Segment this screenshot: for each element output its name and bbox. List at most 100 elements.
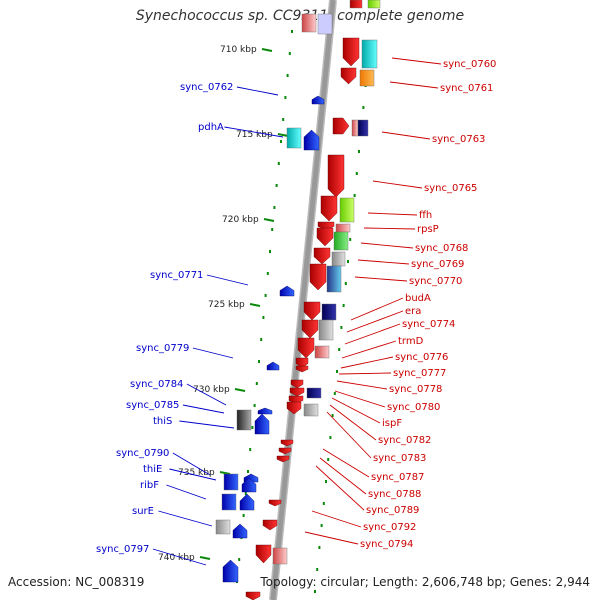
- gene-label-sync_0780: sync_0780: [387, 402, 440, 413]
- label-leader-line: [331, 397, 381, 424]
- gene-label-pdhA: pdhA: [198, 122, 224, 133]
- kbp-tick: [263, 218, 275, 222]
- gene-label-ribF: ribF: [140, 480, 159, 491]
- gene-box: [318, 319, 334, 341]
- gene-box: [314, 345, 330, 359]
- gene-label-thiS: thiS: [153, 416, 172, 427]
- label-leader-line: [363, 227, 416, 230]
- label-leader-line: [182, 404, 225, 414]
- gene-label-sync_0771: sync_0771: [150, 270, 203, 281]
- label-leader-line: [367, 212, 418, 216]
- label-leader-line: [354, 276, 408, 282]
- label-leader-line: [389, 81, 439, 89]
- kbp-tick: [249, 303, 261, 307]
- gene-arrow-forward: [276, 455, 290, 463]
- gene-label-sync_0776: sync_0776: [395, 352, 448, 363]
- gene-label-sync_0794: sync_0794: [360, 539, 413, 550]
- gene-box: [221, 493, 237, 511]
- gene-box: [306, 387, 322, 399]
- gene-label-sync_0788: sync_0788: [368, 489, 421, 500]
- gene-label-sync_0777: sync_0777: [393, 368, 446, 379]
- gene-arrow-forward: [245, 591, 261, 600]
- gene-arrow-reverse: [279, 285, 295, 297]
- gene-label-sync_0762: sync_0762: [180, 82, 233, 93]
- label-leader-line: [311, 510, 362, 528]
- gene-arrow-forward: [301, 319, 319, 339]
- kbp-label: 730 kbp: [193, 385, 230, 395]
- gene-arrow-forward: [295, 365, 309, 373]
- gene-label-sync_0779: sync_0779: [136, 343, 189, 354]
- gene-arrow-forward: [278, 447, 292, 455]
- gene-arrow-reverse: [239, 493, 255, 511]
- label-leader-line: [319, 457, 367, 495]
- label-leader-line: [350, 297, 404, 321]
- gene-box: [286, 127, 302, 149]
- gene-arrow-forward: [297, 337, 315, 359]
- topology-text: Topology: circular; Length: 2,606,748 bp…: [260, 575, 590, 589]
- gene-box: [339, 197, 355, 223]
- label-leader-line: [315, 465, 365, 511]
- gene-label-sync_0797: sync_0797: [96, 544, 149, 555]
- gene-box: [333, 231, 349, 251]
- label-leader-line: [152, 548, 207, 566]
- label-leader-line: [166, 484, 207, 500]
- label-leader-line: [338, 372, 392, 375]
- label-leader-line: [344, 323, 401, 345]
- gene-box: [321, 303, 337, 321]
- gene-box: [301, 13, 317, 33]
- gene-label-sync_0768: sync_0768: [415, 243, 468, 254]
- gene-arrow-reverse: [303, 129, 320, 151]
- label-leader-line: [329, 404, 377, 441]
- gene-box: [223, 473, 239, 491]
- label-leader-line: [357, 259, 410, 265]
- gene-label-ffh: ffh: [419, 210, 432, 221]
- gene-label-sync_0769: sync_0769: [411, 259, 464, 270]
- label-leader-line: [334, 390, 386, 408]
- gene-label-sync_0787: sync_0787: [371, 472, 424, 483]
- gene-box: [272, 547, 288, 565]
- gene-box: [326, 265, 342, 293]
- gene-box: [215, 519, 231, 535]
- gene-arrow-reverse: [254, 413, 270, 435]
- gene-box: [331, 251, 346, 267]
- gene-arrow-forward: [303, 301, 321, 321]
- gene-label-sync_0763: sync_0763: [432, 134, 485, 145]
- gene-arrow-forward: [313, 247, 331, 265]
- gene-label-sync_0778: sync_0778: [389, 384, 442, 395]
- gene-arrow-forward: [327, 154, 345, 198]
- gene-arrow-reverse: [311, 95, 325, 105]
- label-leader-line: [360, 242, 414, 249]
- label-leader-line: [381, 131, 431, 140]
- gene-label-sync_0774: sync_0774: [402, 319, 455, 330]
- label-leader-line: [341, 340, 397, 359]
- label-leader-line: [304, 531, 359, 545]
- kbp-label: 715 kbp: [236, 130, 273, 140]
- gene-box: [361, 39, 378, 69]
- gene-label-sync_0790: sync_0790: [116, 448, 169, 459]
- gene-box: [236, 409, 252, 431]
- gene-box: [317, 13, 333, 35]
- gene-arrow-forward: [290, 379, 304, 389]
- label-leader-line: [192, 347, 234, 359]
- label-leader-line: [179, 420, 235, 429]
- gene-arrow-forward: [268, 499, 282, 507]
- gene-box: [303, 403, 319, 417]
- gene-arrow-forward: [320, 195, 338, 222]
- kbp-tick: [261, 48, 273, 52]
- gene-box: [349, 0, 363, 9]
- gene-label-trmD: trmD: [398, 336, 424, 347]
- gene-box: [367, 0, 381, 9]
- gene-arrow-forward: [316, 227, 334, 247]
- gene-label-budA: budA: [405, 293, 431, 304]
- gene-arrow-forward: [280, 439, 294, 447]
- label-leader-line: [169, 468, 217, 481]
- genome-backbone: [270, 0, 336, 600]
- label-leader-line: [326, 411, 372, 459]
- label-leader-line: [172, 452, 211, 476]
- gene-arrow-forward: [342, 37, 360, 67]
- gene-label-sync_0761: sync_0761: [440, 83, 493, 94]
- kbp-label: 710 kbp: [220, 45, 257, 55]
- gene-label-sync_0782: sync_0782: [378, 435, 431, 446]
